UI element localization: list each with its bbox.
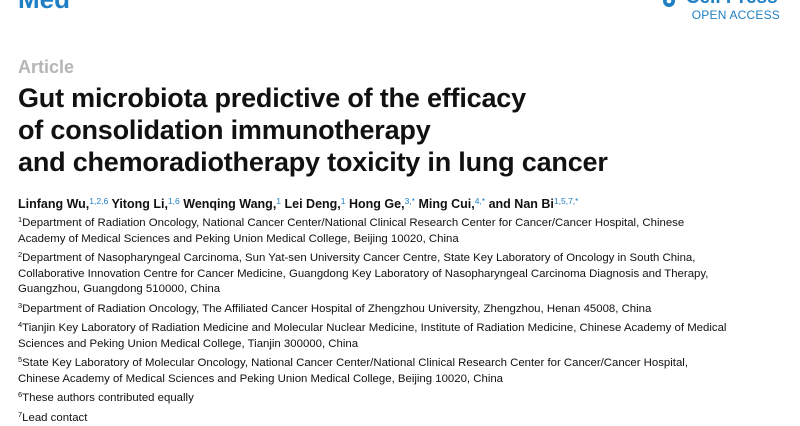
author: and Nan Bi1,5,7,* [489, 197, 579, 211]
publisher-brand: Cell Press OPEN ACCESS [662, 0, 780, 22]
affiliations-list: 1Department of Radiation Oncology, Natio… [18, 212, 793, 426]
affiliation-marker[interactable]: 1,2,6 [89, 196, 108, 206]
affiliation-item: 5State Key Laboratory of Molecular Oncol… [18, 352, 793, 387]
affiliation-marker[interactable]: 1,5,7,* [554, 196, 579, 206]
affiliation-line: State Key Laboratory of Molecular Oncolo… [22, 357, 688, 369]
affiliation-line: Tianjin Key Laboratory of Radiation Medi… [22, 322, 726, 334]
affiliation-line: Sciences and Peking Union Medical Colleg… [18, 338, 358, 350]
author-list: Linfang Wu,1,2,6 Yitong Li,1,6 Wenqing W… [18, 193, 788, 212]
author-name: Yitong Li, [111, 197, 167, 211]
affiliation-marker[interactable]: 3,* [405, 196, 415, 206]
author: Lei Deng,1 [285, 197, 346, 211]
author: Linfang Wu,1,2,6 [18, 197, 108, 211]
affiliation-line: Academy of Medical Sciences and Peking U… [18, 233, 459, 245]
affiliation-item: 2Department of Nasopharyngeal Carcinoma,… [18, 247, 793, 298]
affiliation-line: Department of Radiation Oncology, The Af… [22, 303, 651, 315]
journal-name: Med [18, 0, 70, 12]
author-name: Lei Deng, [285, 197, 341, 211]
affiliation-line: Guangzhou, Guangdong 510000, China [18, 283, 220, 295]
affiliation-line: Chinese Academy of Medical Sciences and … [18, 373, 503, 385]
affiliation-line: Lead contact [22, 412, 87, 424]
author: Yitong Li,1,6 [111, 197, 179, 211]
affiliation-line: Department of Nasopharyngeal Carcinoma, … [22, 252, 695, 264]
author-name: Ming Cui, [418, 197, 474, 211]
author-name: and Nan Bi [489, 197, 554, 211]
author-name: Hong Ge, [349, 197, 405, 211]
author: Hong Ge,3,* [349, 197, 415, 211]
title-line: of consolidation immunotherapy [18, 114, 738, 146]
brand-name: Cell Press [686, 0, 778, 8]
affiliation-line: These authors contributed equally [22, 392, 194, 404]
author-name: Linfang Wu, [18, 197, 89, 211]
title-line: Gut microbiota predictive of the efficac… [18, 82, 738, 114]
author-name: Wenqing Wang, [183, 197, 276, 211]
affiliation-item: 4Tianjin Key Laboratory of Radiation Med… [18, 317, 793, 352]
title-line: and chemoradiotherapy toxicity in lung c… [18, 146, 738, 178]
affiliation-marker[interactable]: 1,6 [168, 196, 180, 206]
affiliation-marker[interactable]: 1 [341, 196, 346, 206]
affiliation-item: 7Lead contact [18, 407, 793, 426]
affiliation-item: 3Department of Radiation Oncology, The A… [18, 298, 793, 318]
affiliation-marker[interactable]: 1 [276, 196, 281, 206]
affiliation-marker[interactable]: 4,* [475, 196, 485, 206]
cell-press-logo-icon [662, 0, 680, 8]
author: Ming Cui,4,* [418, 197, 485, 211]
affiliation-item: 1Department of Radiation Oncology, Natio… [18, 212, 793, 247]
author: Wenqing Wang,1 [183, 197, 281, 211]
affiliation-line: Department of Radiation Oncology, Nation… [22, 217, 684, 229]
open-access-label: OPEN ACCESS [692, 8, 780, 22]
affiliation-line: Collaborative Innovation Centre for Canc… [18, 268, 708, 280]
affiliation-item: 6These authors contributed equally [18, 387, 793, 407]
paper-title: Gut microbiota predictive of the efficac… [18, 82, 738, 178]
article-type: Article [18, 56, 74, 78]
